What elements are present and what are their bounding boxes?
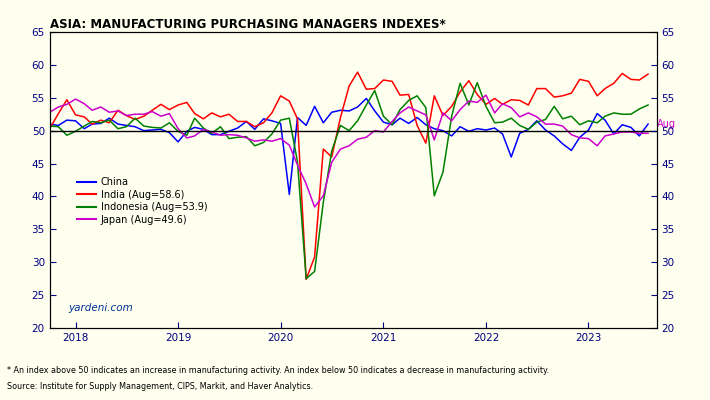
- Text: yardeni.com: yardeni.com: [68, 303, 133, 313]
- Text: * An index above 50 indicates an increase in manufacturing activity. An index be: * An index above 50 indicates an increas…: [7, 366, 550, 375]
- Text: ASIA: MANUFACTURING PURCHASING MANAGERS INDEXES*: ASIA: MANUFACTURING PURCHASING MANAGERS …: [50, 18, 445, 31]
- Text: Source: Institute for Supply Management, CIPS, Markit, and Haver Analytics.: Source: Institute for Supply Management,…: [7, 382, 313, 391]
- Legend: China, India (Aug=58.6), Indonesia (Aug=53.9), Japan (Aug=49.6): China, India (Aug=58.6), Indonesia (Aug=…: [72, 173, 212, 228]
- Text: Aug: Aug: [657, 119, 676, 129]
